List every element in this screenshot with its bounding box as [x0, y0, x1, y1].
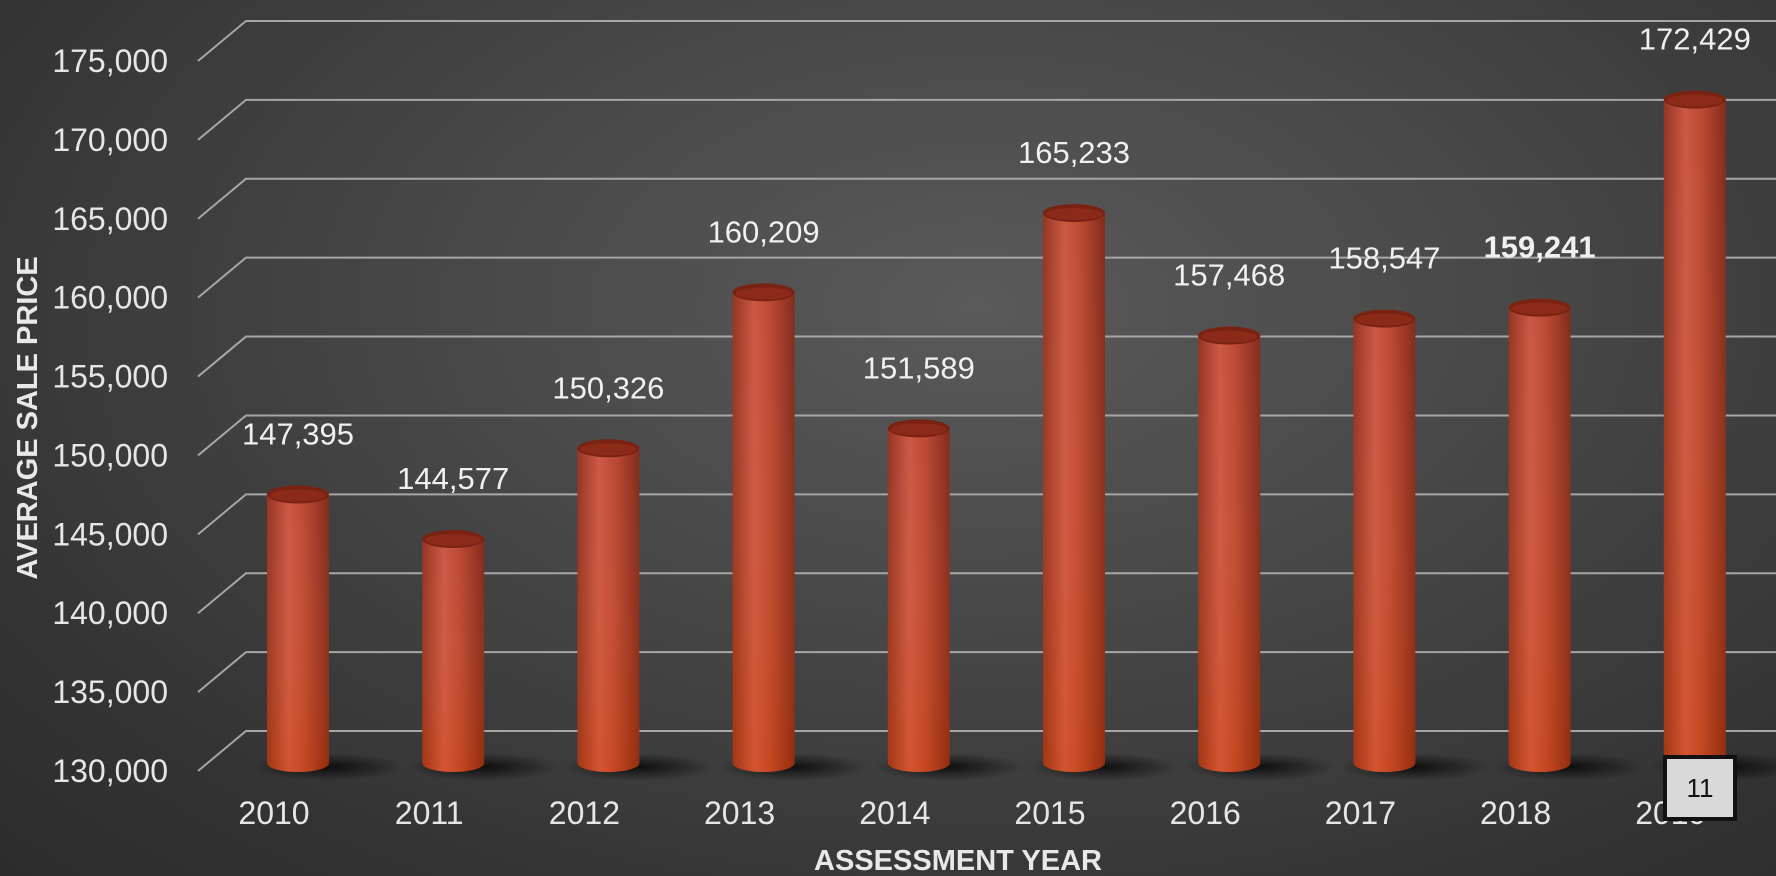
- gridline: [197, 177, 1776, 220]
- y-tick-label: 165,000: [52, 201, 168, 237]
- bar-body-tint: [1043, 213, 1105, 772]
- gridline: [197, 335, 1776, 378]
- bar-body-tint: [1663, 99, 1726, 772]
- bar-top-cap-inner: [1356, 313, 1413, 326]
- bar-body-tint: [732, 292, 795, 772]
- bar-top-cap-inner: [890, 423, 947, 436]
- bar: [1508, 298, 1571, 772]
- gridline: [197, 572, 1776, 614]
- gridline: [197, 98, 1776, 141]
- y-tick-label: 145,000: [52, 516, 168, 552]
- x-tick-label: 2010: [238, 795, 309, 831]
- data-label: 158,547: [1328, 241, 1440, 276]
- x-tick-label: 2012: [549, 795, 620, 831]
- bar-top-cap-inner: [1046, 208, 1102, 221]
- gridlines: [197, 20, 1776, 772]
- gridline: [197, 730, 1776, 772]
- bar-body-tint: [267, 494, 329, 772]
- data-label: 150,326: [552, 370, 664, 405]
- x-axis-title: ASSESSMENT YEAR: [814, 845, 1102, 876]
- y-tick-label: 150,000: [52, 437, 168, 473]
- bar-body-tint: [422, 539, 485, 772]
- data-labels: 147,395 144,577 150,326 160,209 151,589 165,2…: [242, 22, 1751, 496]
- gridline: [197, 414, 1776, 457]
- x-tick-label: 2017: [1325, 795, 1396, 831]
- bar: [732, 283, 795, 772]
- bar-top-cap-inner: [580, 443, 637, 456]
- gridline: [197, 256, 1776, 299]
- data-label: 151,589: [863, 350, 975, 385]
- x-tick-label: 2013: [704, 795, 775, 831]
- y-tick-label: 140,000: [52, 595, 168, 631]
- x-axis-tick-labels: 2010201120122013201420152016201720182019: [238, 795, 1706, 831]
- x-tick-label: 2016: [1170, 795, 1241, 831]
- bar: [887, 419, 950, 772]
- gridline: [197, 493, 1776, 536]
- y-tick-label: 130,000: [52, 753, 168, 789]
- y-tick-label: 175,000: [52, 43, 168, 79]
- bar: [267, 485, 329, 772]
- data-label: 172,429: [1639, 22, 1751, 57]
- y-axis-title: AVERAGE SALE PRICE: [12, 256, 44, 579]
- bar-body-tint: [1198, 335, 1261, 772]
- bar-top-cap-inner: [425, 534, 482, 547]
- bar-top-cap-inner: [735, 287, 792, 300]
- bar: [1663, 90, 1726, 772]
- data-label: 160,209: [708, 214, 820, 249]
- y-tick-label: 160,000: [52, 280, 168, 316]
- bar-top-cap-inner: [1511, 302, 1568, 315]
- gridline: [197, 20, 1776, 62]
- x-tick-label: 2011: [395, 795, 464, 831]
- bar-body-tint: [577, 448, 640, 772]
- bar-body-tint: [1353, 318, 1416, 772]
- x-tick-label: 2018: [1480, 795, 1551, 831]
- bar-body-tint: [1508, 307, 1571, 772]
- y-tick-label: 155,000: [52, 359, 168, 395]
- data-label: 157,468: [1173, 258, 1285, 293]
- bar: [1198, 326, 1261, 772]
- bar-body-tint: [887, 428, 950, 772]
- bars: [253, 90, 1776, 781]
- y-tick-label: 135,000: [52, 674, 168, 710]
- bar-top-cap-inner: [1201, 330, 1258, 343]
- data-label: 144,577: [397, 461, 509, 496]
- x-tick-label: 2015: [1014, 795, 1085, 831]
- bar: [1043, 204, 1105, 772]
- data-label: 159,241: [1484, 230, 1596, 265]
- gridline: [197, 651, 1776, 693]
- bar-top-cap-inner: [270, 489, 326, 502]
- data-label: 147,395: [242, 417, 354, 452]
- y-axis-tick-labels: 130,000 135,000 140,000 145,000 150,000 155,0…: [52, 43, 168, 789]
- bar: [1353, 309, 1416, 772]
- bar: [577, 439, 640, 772]
- page-number-badge: 11: [1663, 755, 1737, 821]
- data-label: 165,233: [1018, 135, 1130, 170]
- bar: [422, 530, 485, 772]
- x-tick-label: 2014: [859, 795, 930, 831]
- y-tick-label: 170,000: [52, 122, 168, 158]
- bar-top-cap-inner: [1666, 94, 1723, 107]
